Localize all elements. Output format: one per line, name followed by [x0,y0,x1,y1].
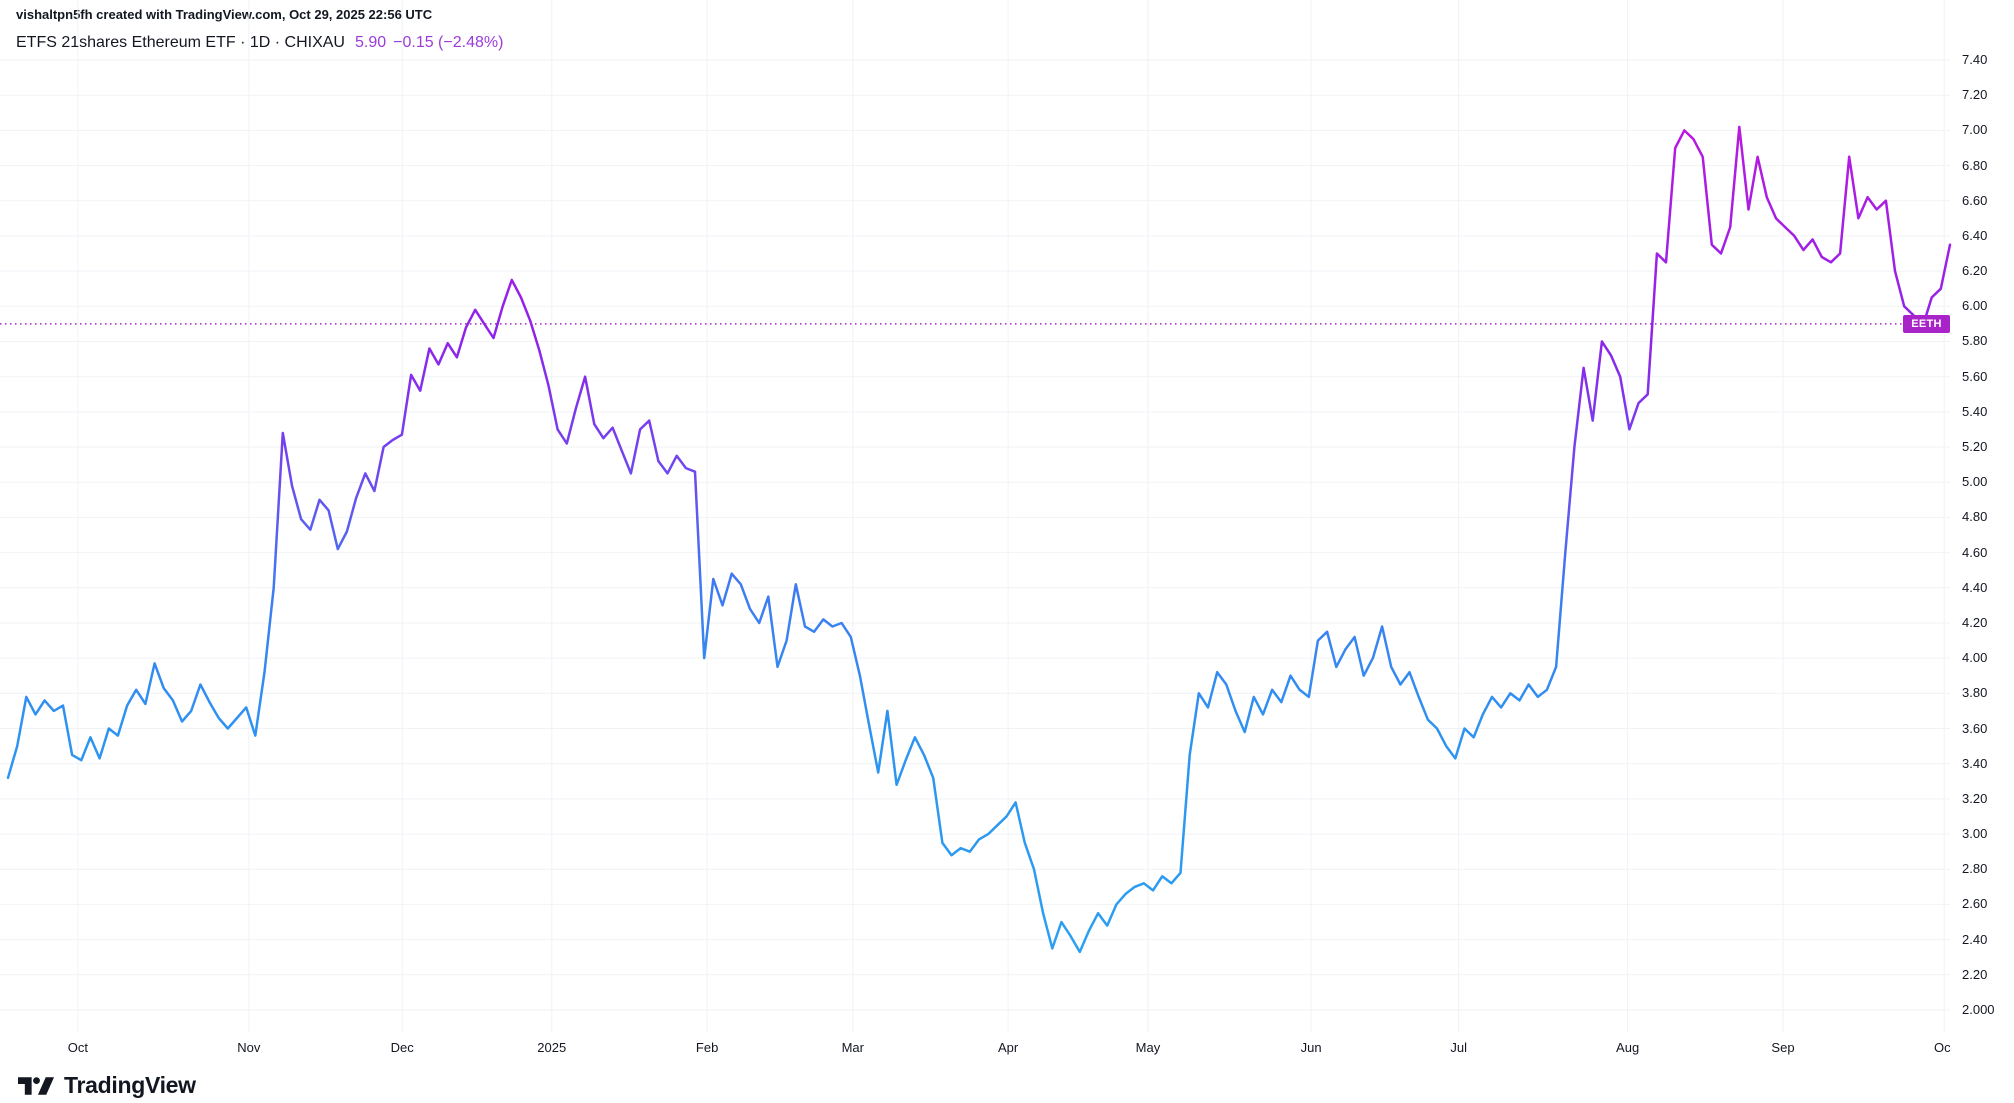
price-tick-label: 4.20 [1962,614,1988,630]
price-tick-label: 4.80 [1962,509,1988,525]
tradingview-logo[interactable]: TradingView [18,1072,196,1099]
price-tick-label: 2.60 [1962,896,1988,912]
price-tick-label: 2.40 [1962,931,1988,947]
time-tick-label: 2025 [537,1040,567,1055]
price-tick-label: 6.80 [1962,157,1988,173]
time-tick-label: Apr [998,1040,1019,1055]
time-tick-label: Dec [390,1040,414,1055]
time-tick-label: Nov [237,1040,261,1055]
time-tick-label: Oct [1934,1040,1950,1055]
price-tick-label: 3.60 [1962,720,1988,736]
time-tick-label: Jul [1450,1040,1467,1055]
price-tick-label: 6.00 [1962,298,1988,314]
price-tick-label: 3.80 [1962,685,1988,701]
tradingview-logo-icon [18,1076,55,1095]
price-tick-label: 3.00 [1962,826,1988,842]
price-tick-label: 7.00 [1962,122,1988,138]
price-change: −0.15 (−2.48%) [393,34,504,51]
price-tick-label: 5.00 [1962,474,1988,490]
grid-lines [0,0,1950,1032]
time-tick-label: Oct [67,1040,89,1055]
price-tick-label: 4.40 [1962,579,1988,595]
price-tick-label: 5.60 [1962,368,1988,384]
last-price: 5.90 [354,34,387,51]
time-tick-label: May [1135,1040,1161,1055]
price-label-badge: EETH [1903,314,1950,333]
time-axis[interactable]: Oct Nov Dec 2025 Feb Mar Apr May Jun Jul Aug Sep Oct [0,1036,1950,1062]
price-tick-label: 4.60 [1962,544,1988,560]
price-tick-label: 4.00 [1962,650,1988,666]
price-tick-label: 2.20 [1962,966,1988,982]
time-tick-label: Feb [695,1040,719,1055]
time-tick-label: Jun [1300,1040,1322,1055]
time-tick-label: Aug [1616,1040,1640,1055]
price-tick-label: 3.20 [1962,790,1988,806]
time-tick-label: Mar [841,1040,864,1055]
price-tick-label: 5.20 [1962,439,1988,455]
price-tick-label: 7.40 [1962,52,1988,67]
price-tick-label: 6.60 [1962,192,1988,208]
price-tick-label: 5.40 [1962,403,1988,419]
price-axis[interactable]: 7.40 7.20 7.00 6.80 6.60 6.40 6.20 6.00 5.80 5.60… [1950,0,2014,1103]
price-series-line [6,125,1952,954]
price-tick-label: 3.40 [1962,755,1988,771]
price-tick-label: 2.000 [1962,1002,1995,1017]
symbol-legend[interactable]: ETFS 21shares Ethereum ETF · 1D · CHIXAU… [16,34,503,52]
attribution-text: vishaltpn5fh created with TradingView.co… [16,7,433,22]
price-tick-label: 6.20 [1962,263,1988,279]
symbol-title[interactable]: ETFS 21shares Ethereum ETF · 1D · CHIXAU [16,34,345,51]
tradingview-logo-text: TradingView [64,1072,196,1098]
price-tick-label: 7.20 [1962,87,1988,103]
price-tick-label: 2.80 [1962,861,1988,877]
price-tick-label: 6.40 [1962,227,1988,243]
time-tick-label: Sep [1771,1040,1795,1055]
price-tick-label: 5.80 [1962,333,1988,349]
